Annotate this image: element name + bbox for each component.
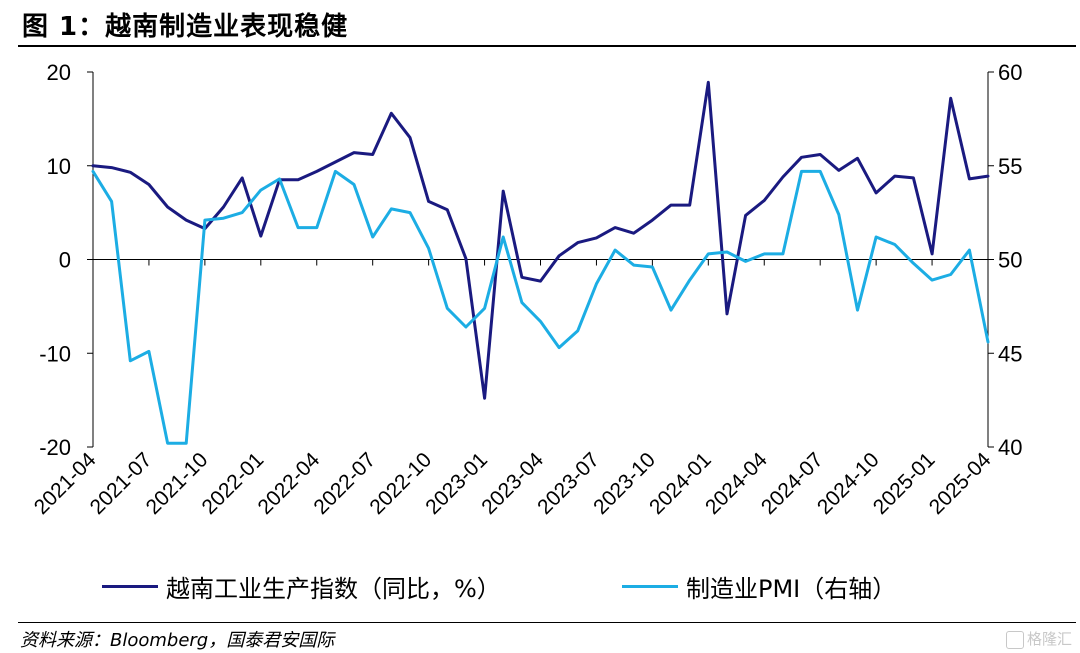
- watermark: 格隆汇: [1005, 628, 1072, 649]
- legend-item-pmi: 制造业PMI（右轴）: [622, 568, 896, 604]
- x-tick-label: 2021-07: [86, 448, 157, 519]
- x-tick-label: 2023-01: [421, 448, 492, 519]
- left-y-tick-label: -20: [39, 435, 71, 460]
- x-tick-label: 2023-07: [533, 448, 604, 519]
- right-y-tick-label: 55: [998, 154, 1022, 179]
- x-tick-label: 2022-10: [365, 448, 436, 519]
- source-divider: [18, 622, 1076, 623]
- chart-title: 图 1：越南制造业表现稳健: [22, 12, 349, 42]
- series-line-pmi: [91, 169, 990, 445]
- x-tick-label: 2022-01: [198, 448, 269, 519]
- watermark-logo-icon: [1005, 630, 1024, 649]
- x-tick-label: 2024-01: [645, 448, 716, 519]
- x-tick-label: 2025-04: [925, 448, 996, 519]
- chart-axes: [87, 71, 994, 448]
- left-y-tick-label: 0: [59, 248, 71, 273]
- series-line-industrial-production: [91, 80, 990, 400]
- right-y-tick-label: 40: [998, 435, 1022, 460]
- legend-item-industrial-production: 越南工业生产指数（同比，%）: [102, 568, 501, 604]
- left-y-tick-label: -10: [39, 341, 71, 366]
- source-note: 资料来源：Bloomberg，国泰君安国际: [20, 630, 335, 651]
- left-y-tick-label: 20: [47, 60, 71, 85]
- x-tick-label: 2021-10: [142, 448, 213, 519]
- legend-swatch-industrial-production: [102, 584, 158, 588]
- x-tick-label: 2025-01: [869, 448, 940, 519]
- line-chart: -20-100102040455055602021-042021-072021-…: [30, 60, 1023, 519]
- chart-tick-labels: -20-100102040455055602021-042021-072021-…: [30, 60, 1023, 519]
- legend-swatch-pmi: [622, 584, 678, 588]
- title-divider: [18, 45, 1076, 47]
- right-y-tick-label: 60: [998, 60, 1022, 85]
- right-y-tick-label: 50: [998, 248, 1022, 273]
- right-y-tick-label: 45: [998, 341, 1022, 366]
- chart-series: [91, 80, 990, 445]
- legend-label-industrial-production: 越南工业生产指数（同比，%）: [166, 574, 501, 603]
- x-tick-label: 2023-10: [589, 448, 660, 519]
- chart-legend: 越南工业生产指数（同比，%） 制造业PMI（右轴）: [0, 568, 1080, 608]
- x-tick-label: 2024-10: [813, 448, 884, 519]
- left-y-tick-label: 10: [47, 154, 71, 179]
- x-tick-label: 2022-07: [309, 448, 380, 519]
- legend-label-pmi: 制造业PMI（右轴）: [686, 574, 897, 603]
- watermark-text: 格隆汇: [1026, 630, 1072, 648]
- x-tick-label: 2024-07: [757, 448, 828, 519]
